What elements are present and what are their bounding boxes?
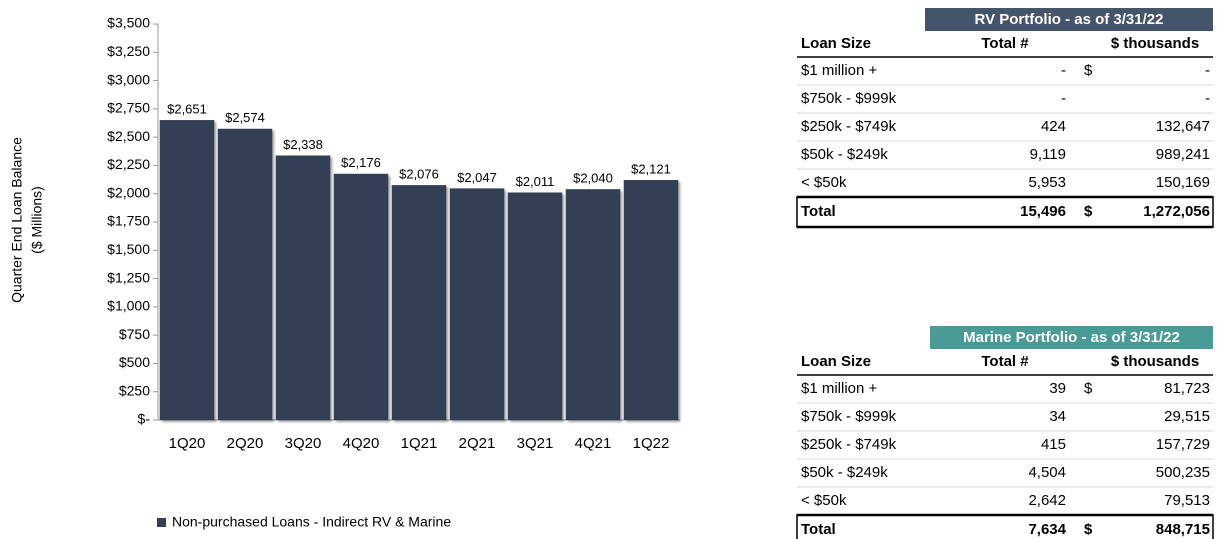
- table-cell: 15,496: [1020, 203, 1066, 220]
- y-tick-label: $2,500: [107, 128, 150, 144]
- table-title: RV Portfolio - as of 3/31/22: [975, 11, 1164, 28]
- table-cell: 989,241: [1156, 146, 1210, 163]
- table-cell: 4,504: [1028, 464, 1066, 481]
- table-header: $ thousands: [1111, 353, 1199, 370]
- table-cell: Total: [801, 203, 836, 220]
- table-cell: $50k - $249k: [801, 146, 888, 163]
- y-tick-label: $750: [119, 326, 150, 342]
- bar: [449, 188, 505, 420]
- bar: [217, 128, 273, 421]
- bar: [565, 189, 621, 420]
- table-cell: $: [1084, 62, 1093, 79]
- table-header: Loan Size: [801, 35, 871, 52]
- table-cell: -: [1205, 90, 1210, 107]
- table-header: $ thousands: [1111, 35, 1199, 52]
- table-header: Total #: [981, 353, 1029, 370]
- y-tick-label: $3,250: [107, 43, 150, 59]
- table-cell: -: [1205, 62, 1210, 79]
- x-tick-label: 2Q20: [227, 435, 264, 452]
- table-title-box: [925, 8, 1213, 31]
- y-tick-label: $2,750: [107, 100, 150, 116]
- table-cell: -: [1061, 90, 1066, 107]
- y-axis-label: ($ Millions): [29, 186, 45, 254]
- bar: [391, 185, 447, 420]
- value-label: $2,121: [631, 161, 671, 176]
- y-tick-label: $2,250: [107, 156, 150, 172]
- table-cell: 157,729: [1156, 436, 1210, 453]
- y-tick-label: $3,000: [107, 71, 150, 87]
- value-label: $2,076: [399, 167, 439, 182]
- table-title-box: [930, 326, 1213, 349]
- y-tick-label: $1,750: [107, 213, 150, 229]
- table-header: Total #: [981, 35, 1029, 52]
- table-title: Marine Portfolio - as of 3/31/22: [963, 329, 1180, 346]
- y-tick-label: $3,500: [107, 15, 150, 31]
- table-cell: 79,513: [1164, 492, 1210, 509]
- bar: [507, 192, 563, 420]
- table-cell: $750k - $999k: [801, 408, 897, 425]
- y-tick-label: $1,250: [107, 269, 150, 285]
- y-tick-label: $1,500: [107, 241, 150, 257]
- table-cell: -: [1061, 62, 1066, 79]
- table-total-box: [796, 514, 1214, 539]
- value-label: $2,176: [341, 155, 381, 170]
- table-cell: $: [1084, 203, 1093, 220]
- value-label: $2,040: [573, 171, 613, 186]
- table-cell: $: [1084, 521, 1093, 538]
- legend-label: Non-purchased Loans - Indirect RV & Mari…: [172, 514, 451, 530]
- value-label: $2,047: [457, 170, 497, 185]
- table-header: Loan Size: [801, 353, 871, 370]
- table-cell: 2,642: [1028, 492, 1066, 509]
- x-tick-label: 3Q20: [285, 435, 322, 452]
- value-label: $2,574: [225, 110, 265, 125]
- x-tick-label: 3Q21: [517, 435, 554, 452]
- y-tick-label: $1,000: [107, 298, 150, 314]
- value-label: $2,338: [283, 137, 323, 152]
- value-label: $2,651: [167, 101, 207, 116]
- table-cell: 848,715: [1156, 521, 1210, 538]
- x-tick-label: 4Q21: [575, 435, 612, 452]
- table-cell: 150,169: [1156, 174, 1210, 191]
- table-cell: 81,723: [1164, 380, 1210, 397]
- table-cell: Total: [801, 521, 836, 538]
- table-cell: 500,235: [1156, 464, 1210, 481]
- table-cell: < $50k: [801, 492, 847, 509]
- table-cell: $: [1084, 380, 1093, 397]
- table-cell: 7,634: [1028, 521, 1066, 538]
- x-tick-label: 4Q20: [343, 435, 380, 452]
- bar: [275, 155, 331, 421]
- x-tick-label: 1Q21: [401, 435, 438, 452]
- table-cell: 34: [1049, 408, 1066, 425]
- table-cell: 5,953: [1028, 174, 1066, 191]
- table-cell: 132,647: [1156, 118, 1210, 135]
- legend-swatch: [157, 518, 166, 527]
- y-tick-label: $2,000: [107, 184, 150, 200]
- table-cell: $50k - $249k: [801, 464, 888, 481]
- table-cell: 9,119: [1030, 146, 1066, 163]
- table-cell: 1,272,056: [1143, 203, 1210, 220]
- table-cell: $750k - $999k: [801, 90, 897, 107]
- table-cell: 424: [1041, 118, 1066, 135]
- y-tick-label: $500: [119, 354, 150, 370]
- bar: [159, 120, 215, 420]
- bar: [333, 173, 389, 420]
- value-label: $2,011: [516, 174, 555, 189]
- table-cell: $250k - $749k: [801, 118, 897, 135]
- table-cell: $1 million +: [801, 62, 878, 79]
- y-axis-label: Quarter End Loan Balance: [9, 137, 25, 303]
- table-cell: 415: [1041, 436, 1066, 453]
- table-cell: 29,515: [1164, 408, 1210, 425]
- y-tick-label: $250: [119, 382, 150, 398]
- table-cell: 39: [1049, 380, 1066, 397]
- table-cell: < $50k: [801, 174, 847, 191]
- bar: [623, 180, 679, 420]
- x-tick-label: 1Q22: [633, 435, 670, 452]
- x-tick-label: 2Q21: [459, 435, 496, 452]
- y-tick-label: $-: [138, 411, 151, 427]
- x-tick-label: 1Q20: [169, 435, 206, 452]
- table-cell: $1 million +: [801, 380, 878, 397]
- table-cell: $250k - $749k: [801, 436, 897, 453]
